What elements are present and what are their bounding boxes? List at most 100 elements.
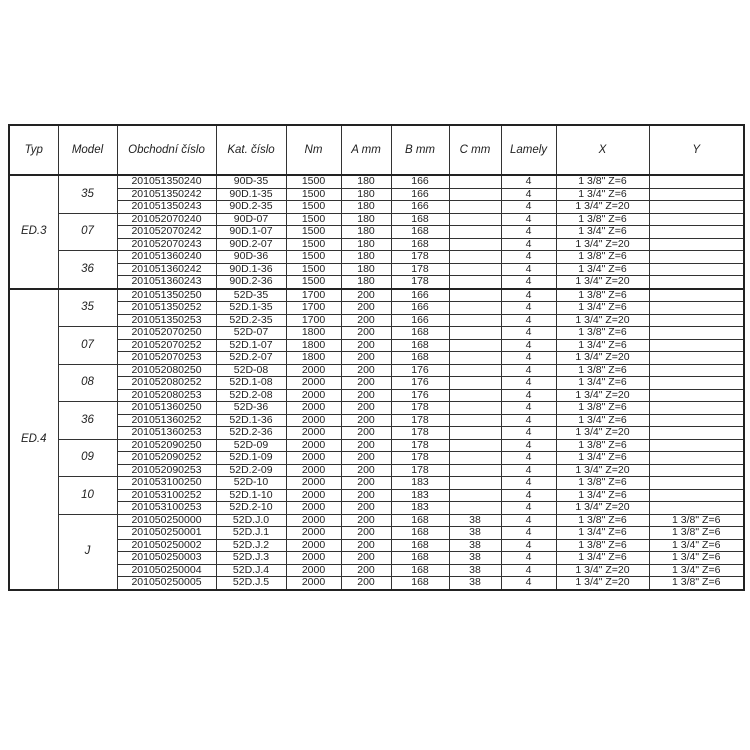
- table-row: 201051350243 90D.2-35 1500 180 166 4 1 3/4" Z=…: [9, 200, 745, 214]
- b-mm-cell: 176: [390, 388, 450, 402]
- b-mm-cell: 178: [390, 413, 450, 427]
- y-cell: [648, 401, 745, 415]
- a-mm-cell: 200: [340, 463, 392, 477]
- kat-cislo-cell: 52D.J.4: [215, 563, 287, 577]
- y-cell: [648, 476, 745, 490]
- kat-cislo-cell: 52D.J.3: [215, 551, 287, 565]
- a-mm-cell: 200: [340, 363, 392, 377]
- a-mm-cell: 180: [340, 275, 392, 289]
- nm-cell: 2000: [285, 538, 342, 552]
- kat-cislo-cell: 52D-36: [215, 401, 287, 415]
- b-mm-cell: 178: [390, 463, 450, 477]
- kat-cislo-cell: 52D.2-36: [215, 426, 287, 440]
- c-mm-cell: [448, 174, 502, 189]
- lamely-cell: 4: [500, 576, 557, 590]
- y-cell: [648, 287, 745, 302]
- model-cell: 35: [57, 174, 118, 214]
- x-cell: 1 3/4" Z=6: [555, 262, 650, 276]
- table-row: 201050250001 52D.J.1 2000 200 168 38 4 1 3/4" Z…: [9, 526, 745, 540]
- y-cell: [648, 313, 745, 327]
- obchodni-cislo-cell: 201052080250: [116, 363, 217, 377]
- lamely-cell: 4: [500, 212, 557, 226]
- lamely-cell: 4: [500, 225, 557, 239]
- b-mm-cell: 176: [390, 376, 450, 390]
- c-mm-cell: [448, 438, 502, 452]
- obchodni-cislo-cell: 201052090253: [116, 463, 217, 477]
- y-cell: [648, 438, 745, 452]
- y-cell: 1 3/8" Z=6: [648, 526, 745, 540]
- c-mm-cell: [448, 326, 502, 340]
- kat-cislo-cell: 52D.1-36: [215, 413, 287, 427]
- y-cell: [648, 200, 745, 214]
- b-mm-cell: 168: [390, 237, 450, 251]
- model-cell: 36: [57, 250, 118, 289]
- y-cell: [648, 363, 745, 377]
- table-row: 201050250002 52D.J.2 2000 200 168 38 4 1 3/8" Z…: [9, 538, 745, 552]
- x-cell: 1 3/8" Z=6: [555, 476, 650, 490]
- lamely-cell: 4: [500, 262, 557, 276]
- obchodni-cislo-cell: 201052070242: [116, 225, 217, 239]
- lamely-cell: 4: [500, 187, 557, 201]
- c-mm-cell: [448, 488, 502, 502]
- y-cell: [648, 212, 745, 226]
- table-row: 201053100252 52D.1-10 2000 200 183 4 1 3/4" Z=…: [9, 488, 745, 502]
- y-cell: [648, 501, 745, 515]
- kat-cislo-cell: 52D-35: [215, 287, 287, 302]
- obchodni-cislo-cell: 201051350242: [116, 187, 217, 201]
- a-mm-cell: 200: [340, 538, 392, 552]
- model-cell: 09: [57, 438, 118, 477]
- lamely-cell: 4: [500, 476, 557, 490]
- header-obchodni-cislo: Obchodní číslo: [116, 124, 217, 176]
- lamely-cell: 4: [500, 538, 557, 552]
- b-mm-cell: 168: [390, 326, 450, 340]
- nm-cell: 2000: [285, 563, 342, 577]
- table-row: 09 201052090250 52D-09 2000 200 178 4 1 3/8" Z=…: [9, 438, 745, 477]
- kat-cislo-cell: 52D-08: [215, 363, 287, 377]
- a-mm-cell: 200: [340, 413, 392, 427]
- nm-cell: 2000: [285, 438, 342, 452]
- c-mm-cell: [448, 463, 502, 477]
- kat-cislo-cell: 52D-07: [215, 326, 287, 340]
- kat-cislo-cell: 52D.2-09: [215, 463, 287, 477]
- table-row: 201052070242 90D.1-07 1500 180 168 4 1 3/4" Z=…: [9, 225, 745, 239]
- kat-cislo-cell: 90D-35: [215, 174, 287, 189]
- nm-cell: 2000: [285, 413, 342, 427]
- lamely-cell: 4: [500, 438, 557, 452]
- table-row: 201051360253 52D.2-36 2000 200 178 4 1 3/4" Z=…: [9, 426, 745, 440]
- obchodni-cislo-cell: 201050250004: [116, 563, 217, 577]
- header-kat-cislo: Kat. číslo: [215, 124, 287, 176]
- lamely-cell: 4: [500, 275, 557, 289]
- table-row: 201052070243 90D.2-07 1500 180 168 4 1 3/4" Z=…: [9, 237, 745, 251]
- lamely-cell: 4: [500, 463, 557, 477]
- lamely-cell: 4: [500, 351, 557, 365]
- y-cell: [648, 225, 745, 239]
- kat-cislo-cell: 90D.1-07: [215, 225, 287, 239]
- table-row: 07 201052070250 52D-07 1800 200 168 4 1 3/8" Z=…: [9, 326, 745, 365]
- c-mm-cell: [448, 426, 502, 440]
- lamely-cell: 4: [500, 551, 557, 565]
- obchodni-cislo-cell: 201051350240: [116, 174, 217, 189]
- nm-cell: 1700: [285, 313, 342, 327]
- a-mm-cell: 180: [340, 212, 392, 226]
- nm-cell: 1500: [285, 275, 342, 289]
- kat-cislo-cell: 52D.2-10: [215, 501, 287, 515]
- kat-cislo-cell: 52D.J.1: [215, 526, 287, 540]
- c-mm-cell: [448, 212, 502, 226]
- model-cell: J: [57, 513, 118, 590]
- obchodni-cislo-cell: 201051360252: [116, 413, 217, 427]
- kat-cislo-cell: 52D.J.5: [215, 576, 287, 590]
- a-mm-cell: 200: [340, 451, 392, 465]
- y-cell: [648, 426, 745, 440]
- c-mm-cell: [448, 401, 502, 415]
- y-cell: [648, 413, 745, 427]
- obchodni-cislo-cell: 201050250000: [116, 513, 217, 527]
- x-cell: 1 3/4" Z=6: [555, 225, 650, 239]
- kat-cislo-cell: 90D.2-36: [215, 275, 287, 289]
- b-mm-cell: 178: [390, 451, 450, 465]
- c-mm-cell: 38: [448, 551, 502, 565]
- header-typ: Typ: [8, 124, 59, 176]
- kat-cislo-cell: 52D.1-07: [215, 338, 287, 352]
- nm-cell: 1700: [285, 287, 342, 302]
- y-cell: 1 3/4" Z=6: [648, 563, 745, 577]
- lamely-cell: 4: [500, 488, 557, 502]
